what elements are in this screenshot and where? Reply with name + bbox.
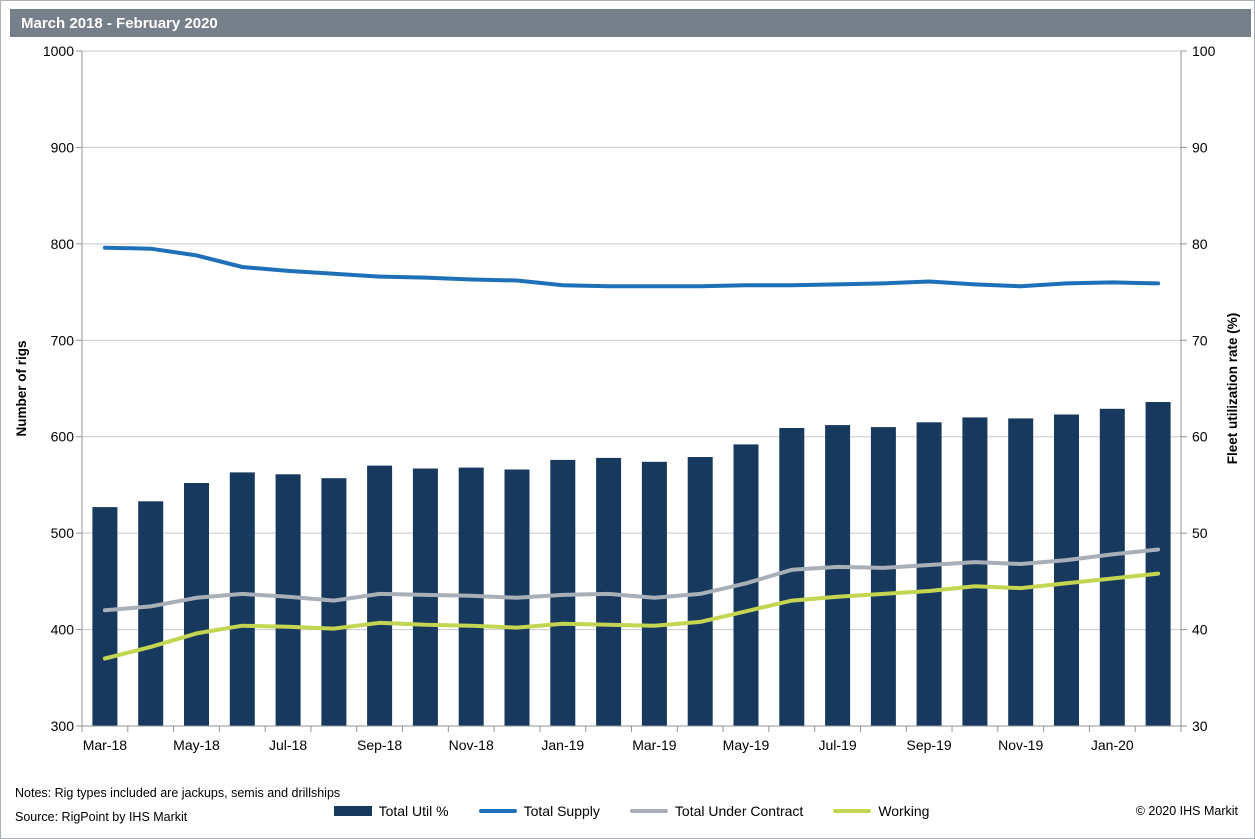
legend-label: Working [878,803,930,819]
svg-text:50: 50 [1192,525,1208,541]
bar [229,472,255,726]
left-axis-labels: 300 400 500 600 700 800 900 1000 [43,43,74,734]
svg-text:70: 70 [1192,332,1208,348]
bar [779,428,805,726]
svg-text:Mar-18: Mar-18 [83,737,128,753]
x-axis-labels: Mar-18 May-18 Jul-18 Sep-18 Nov-18 Jan-19 Mar-… [83,737,1134,753]
axis-titles: Number of rigs Fleet utilization rate (%) [14,313,1240,465]
svg-text:Jan-20: Jan-20 [1091,737,1134,753]
svg-text:Nov-18: Nov-18 [449,737,494,753]
bar [92,507,118,726]
line-swatch-icon [833,809,872,813]
right-axis-title: Fleet utilization rate (%) [1225,313,1240,465]
line-series-0 [102,245,1161,289]
svg-text:May-18: May-18 [173,737,220,753]
axis-ticks [76,50,1187,732]
svg-text:30: 30 [1192,718,1208,734]
svg-text:400: 400 [51,622,75,638]
legend-label: Total Supply [523,803,600,819]
bar [1008,418,1034,726]
svg-text:100: 100 [1192,43,1216,59]
svg-text:Jul-18: Jul-18 [269,737,307,753]
bar-series-total-util [92,402,1171,727]
chart-title-bar: March 2018 - February 2020 [10,9,1251,37]
legend-item-working: Working [833,803,929,819]
bar [275,474,301,726]
svg-text:500: 500 [51,525,75,541]
bar [412,468,438,726]
svg-text:Nov-19: Nov-19 [998,737,1043,753]
bar [1099,408,1125,727]
left-axis-title: Number of rigs [14,340,29,436]
svg-text:Jan-19: Jan-19 [541,737,584,753]
bar-swatch-icon [333,806,372,816]
svg-text:1000: 1000 [43,43,74,59]
line-series-2 [102,571,1161,661]
svg-text:700: 700 [51,332,75,348]
bar [916,422,942,727]
svg-text:Sep-18: Sep-18 [357,737,402,753]
bar [1145,402,1171,726]
notes-block: Notes: Rig types included are jackups, s… [15,781,340,829]
legend-item-total-supply: Total Supply [478,803,600,819]
gridlines [82,50,1181,631]
chart-legend: Total Util % Total Supply Total Under Co… [82,798,1181,824]
bar [1054,414,1079,726]
svg-text:300: 300 [51,718,75,734]
svg-text:800: 800 [51,236,75,252]
svg-text:90: 90 [1192,139,1208,155]
right-axis-labels: 30 40 50 60 70 80 90 100 [1192,43,1216,734]
svg-text:Sep-19: Sep-19 [907,737,952,753]
line-series-1 [102,547,1161,613]
svg-text:Mar-19: Mar-19 [632,737,677,753]
chart-title: March 2018 - February 2020 [21,14,218,32]
svg-text:60: 60 [1192,429,1208,445]
legend-label: Total Under Contract [674,803,804,819]
line-swatch-icon [478,809,517,813]
bar [641,461,667,726]
bar [962,417,988,726]
legend-item-total-util: Total Util % [333,803,449,819]
legend-label: Total Util % [378,803,449,819]
svg-text:40: 40 [1192,622,1208,638]
svg-text:600: 600 [51,429,75,445]
copyright-text: © 2020 IHS Markit [1135,804,1238,818]
bar [138,501,164,726]
bar [184,483,209,726]
bar [825,425,851,726]
source-text: Source: RigPoint by IHS Markit [15,810,188,824]
bar [870,427,896,726]
line-swatch-icon [629,809,668,813]
svg-text:Jul-19: Jul-19 [819,737,857,753]
svg-text:900: 900 [51,139,75,155]
legend-item-under-contract: Total Under Contract [629,803,804,819]
svg-text:80: 80 [1192,236,1208,252]
svg-text:May-19: May-19 [723,737,770,753]
notes-text: Notes: Rig types included are jackups, s… [15,786,341,800]
